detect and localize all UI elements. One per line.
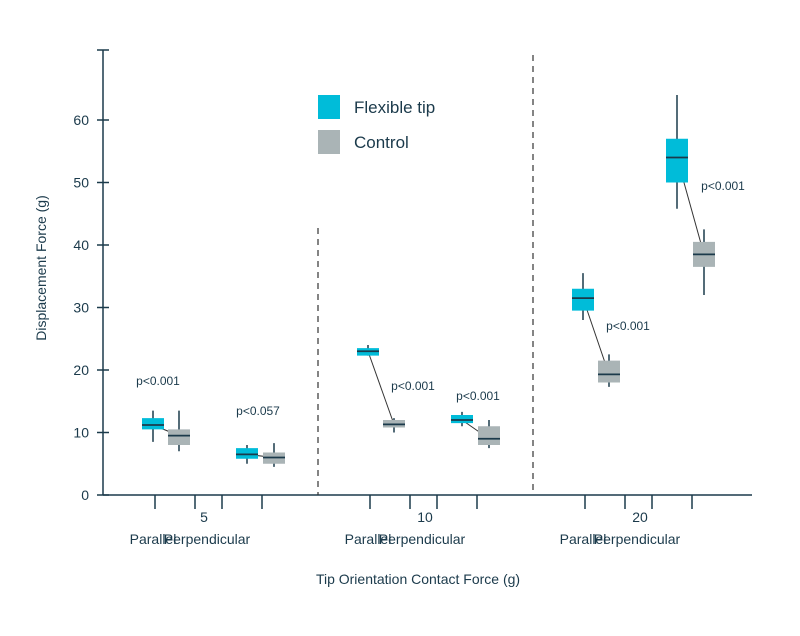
x-axis-label: Tip Orientation Contact Force (g): [316, 571, 520, 587]
legend: Flexible tip Control: [318, 95, 435, 154]
y-axis-label: Displacement Force (g): [33, 195, 49, 341]
flexible-tip-box: [572, 273, 594, 320]
box: [142, 418, 164, 430]
flexible-tip-box: [357, 345, 379, 356]
orientation-label: Parallel: [560, 531, 607, 547]
box: [168, 429, 190, 445]
orientation-label: Parallel: [130, 531, 177, 547]
orientation-label: Perpendicular: [594, 531, 681, 547]
group-force-label: 10: [417, 509, 433, 525]
legend-swatch-flexible: [318, 95, 340, 119]
control-box: [383, 418, 405, 433]
y-tick-label: 0: [81, 487, 89, 503]
group-force-label: 20: [632, 509, 648, 525]
p-value-label: p<0.001: [701, 179, 745, 193]
chart-axes: 01020304050605ParallelPerpendicular10Par…: [73, 49, 752, 547]
chart-marks: p<0.001 p<0.057 p<0.001 p<0.001 p<0.001 p<0.0…: [136, 95, 745, 467]
control-box: [263, 443, 285, 467]
control-box: [693, 229, 715, 295]
group-force-label: 5: [200, 509, 208, 525]
control-box: [598, 354, 620, 387]
box: [451, 415, 473, 424]
legend-swatch-control: [318, 130, 340, 154]
median-connector: [367, 351, 395, 425]
control-box: [478, 420, 500, 449]
p-value-label: p<0.057: [236, 404, 280, 418]
legend-label-flexible: Flexible tip: [354, 98, 435, 117]
y-tick-label: 60: [73, 112, 89, 128]
control-box: [168, 410, 190, 452]
y-tick-label: 20: [73, 362, 89, 378]
orientation-label: Parallel: [345, 531, 392, 547]
p-value-label: p<0.001: [136, 374, 180, 388]
box: [598, 360, 620, 383]
y-tick-label: 10: [73, 425, 89, 441]
legend-label-control: Control: [354, 133, 409, 152]
box: [572, 288, 594, 311]
orientation-label: Perpendicular: [164, 531, 251, 547]
orientation-label: Perpendicular: [379, 531, 466, 547]
flexible-tip-box: [451, 411, 473, 427]
flexible-tip-box: [236, 445, 258, 464]
p-value-label: p<0.001: [456, 389, 500, 403]
box: [666, 138, 688, 183]
p-value-label: p<0.001: [606, 319, 650, 333]
flexible-tip-box: [666, 95, 688, 209]
flexible-tip-box: [142, 410, 164, 442]
y-tick-label: 30: [73, 300, 89, 316]
box: [236, 448, 258, 459]
y-tick-label: 50: [73, 175, 89, 191]
y-tick-label: 40: [73, 237, 89, 253]
box: [478, 426, 500, 445]
p-value-label: p<0.001: [391, 379, 435, 393]
